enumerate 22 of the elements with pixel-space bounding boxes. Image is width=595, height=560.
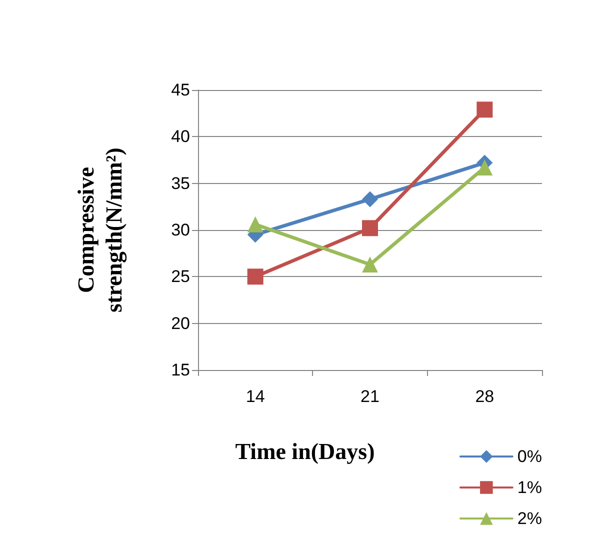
point (476, 102, 493, 118)
x-axis-title: Time in(Days) (235, 439, 375, 464)
point (362, 191, 378, 208)
y-tick-label: 40 (171, 127, 190, 146)
point (247, 216, 264, 232)
point (247, 268, 264, 285)
x-tick-label: 14 (246, 387, 265, 406)
point (362, 256, 378, 273)
legend-label: 1% (517, 478, 542, 497)
y-tick-label: 45 (171, 80, 190, 100)
point (362, 220, 378, 236)
y-tick-label: 15 (171, 360, 190, 380)
x-tick-label: 21 (360, 387, 380, 406)
y-axis-title: Compressive strength(N/mm²) (74, 148, 128, 312)
y-tick-label: 30 (171, 220, 190, 240)
y-tick-label: 25 (171, 267, 190, 286)
point (476, 159, 493, 176)
y-tick-label: 35 (171, 174, 190, 193)
y-tick-label: 20 (171, 314, 190, 333)
legend-label: 0% (517, 447, 542, 466)
legend-label: 2% (517, 509, 542, 528)
x-tick-label: 28 (475, 387, 494, 406)
